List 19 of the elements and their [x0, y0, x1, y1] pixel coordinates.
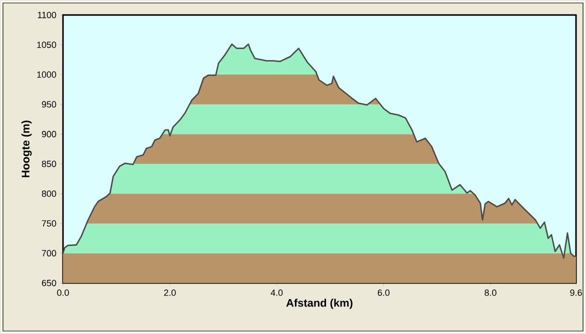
- y-tick-label: 800: [42, 190, 56, 197]
- y-tick-label: 650: [42, 280, 56, 286]
- x-tick-label: 9.6: [570, 290, 582, 296]
- y-tick-label: 1050: [37, 42, 56, 48]
- y-tick-label: 900: [42, 130, 56, 138]
- y-tick-label: 1100: [38, 12, 56, 18]
- y-tick-label: 950: [42, 101, 56, 108]
- x-tick-label: 4.0: [270, 290, 283, 296]
- y-axis-title: Hoogte (m): [21, 120, 32, 178]
- y-tick-label: 750: [42, 220, 56, 227]
- y-tick-label: 700: [42, 250, 56, 256]
- y-tick-label: 1000: [37, 71, 56, 78]
- x-tick-label: 8.0: [484, 290, 496, 296]
- x-tick-label: 6.0: [378, 290, 390, 296]
- x-axis-title: Afstand (km): [286, 298, 352, 309]
- x-tick-label: 0.0: [57, 290, 69, 296]
- line-series: [63, 43, 576, 259]
- x-tick-label: 2.0: [164, 290, 176, 296]
- y-tick-label: 850: [42, 160, 56, 168]
